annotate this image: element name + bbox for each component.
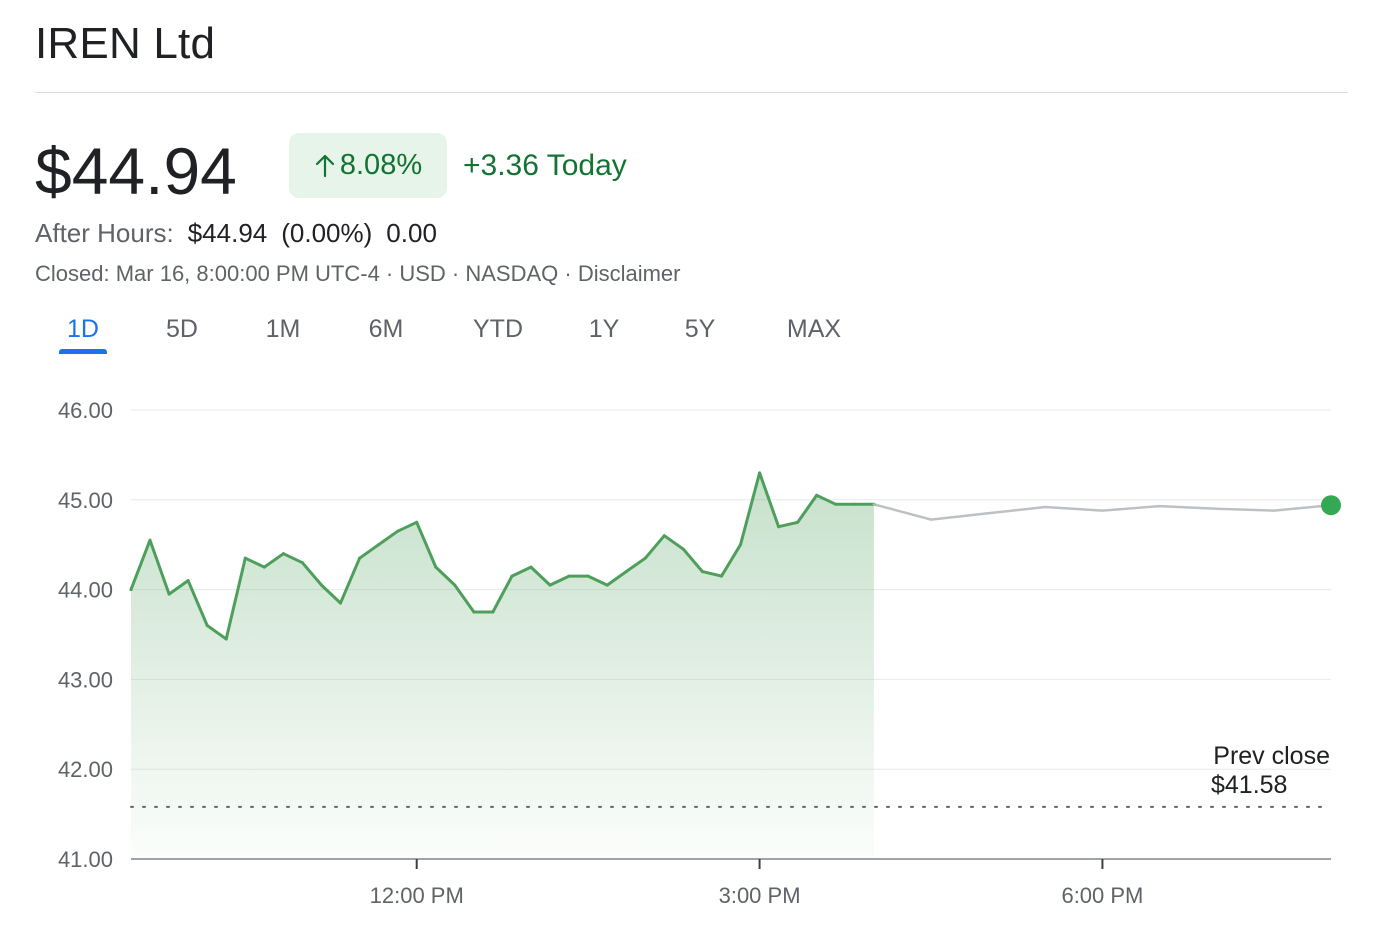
after-hours-data-point bbox=[1215, 507, 1218, 510]
regular-data-point bbox=[529, 565, 533, 569]
regular-data-point bbox=[472, 610, 476, 614]
change-percent-badge: 8.08% bbox=[289, 133, 447, 198]
regular-data-point bbox=[281, 552, 285, 556]
tab-ytd[interactable]: YTD bbox=[473, 315, 523, 343]
regular-data-point bbox=[796, 520, 800, 524]
after-hours-data-point bbox=[929, 518, 933, 521]
regular-data-point bbox=[358, 556, 362, 560]
after-hours-data-point bbox=[1158, 504, 1161, 508]
regular-data-point bbox=[624, 570, 628, 574]
x-tick-label: 3:00 PM bbox=[719, 883, 801, 908]
y-tick-label: 45.00 bbox=[58, 488, 113, 513]
regular-data-point bbox=[719, 574, 723, 578]
tab-max[interactable]: MAX bbox=[786, 315, 842, 343]
regular-data-point bbox=[148, 538, 152, 542]
regular-data-point bbox=[396, 529, 400, 533]
regular-data-point bbox=[167, 592, 171, 596]
regular-data-point bbox=[700, 570, 704, 574]
change-percent-value: 8.08% bbox=[339, 149, 423, 181]
regular-data-point bbox=[491, 610, 495, 614]
after-hours-row: After Hours: $44.94 (0.00%) 0.00 bbox=[35, 216, 437, 250]
regular-data-point bbox=[853, 502, 857, 506]
regular-data-point bbox=[643, 556, 647, 560]
after-hours-label: After Hours: bbox=[35, 218, 174, 248]
regular-data-point bbox=[319, 583, 323, 587]
after-hours-data-point bbox=[1101, 509, 1104, 512]
regular-session-area bbox=[131, 472, 874, 859]
regular-data-point bbox=[186, 579, 190, 583]
tab-1m[interactable]: 1M bbox=[265, 315, 301, 343]
regular-data-point bbox=[605, 583, 609, 587]
y-tick-label: 46.00 bbox=[58, 398, 113, 423]
active-tab-indicator bbox=[59, 349, 107, 354]
y-tick-label: 42.00 bbox=[58, 757, 113, 782]
regular-session-line bbox=[129, 471, 876, 641]
x-tick-label: 6:00 PM bbox=[1061, 883, 1143, 908]
tab-5y[interactable]: 5Y bbox=[684, 315, 716, 343]
prev-close-label: Prev close bbox=[1213, 742, 1330, 770]
regular-data-point bbox=[453, 583, 457, 587]
after-hours-price: $44.94 bbox=[187, 218, 268, 248]
regular-data-point bbox=[758, 471, 762, 475]
market-status-meta: Closed: Mar 16, 8:00:00 PM UTC-4 · USD ·… bbox=[35, 261, 681, 286]
y-tick-label: 43.00 bbox=[58, 667, 113, 692]
regular-data-point bbox=[415, 520, 419, 524]
change-today: +3.36 Today bbox=[463, 149, 627, 182]
regular-data-point bbox=[224, 637, 228, 641]
after-hours-data-point bbox=[1272, 509, 1276, 512]
regular-data-point bbox=[662, 534, 666, 538]
tab-1d[interactable]: 1D bbox=[67, 315, 99, 343]
after-hours-change: 0.00 bbox=[386, 218, 437, 248]
regular-data-point bbox=[834, 502, 838, 506]
x-tick-label: 12:00 PM bbox=[370, 883, 464, 908]
regular-data-point bbox=[205, 624, 209, 628]
after-hours-data-point bbox=[986, 512, 990, 515]
y-tick-label: 44.00 bbox=[58, 578, 113, 603]
current-price: $44.94 bbox=[35, 134, 237, 208]
regular-data-point bbox=[567, 574, 571, 578]
regular-data-point bbox=[339, 601, 343, 605]
after-hours-percent: (0.00%) bbox=[281, 218, 373, 248]
regular-data-point bbox=[510, 574, 514, 578]
tab-1y[interactable]: 1Y bbox=[588, 315, 620, 343]
regular-data-point bbox=[129, 588, 133, 592]
prev-close-value: $41.58 bbox=[1211, 771, 1287, 799]
stock-title: IREN Ltd bbox=[35, 19, 216, 68]
arrow-up-icon bbox=[315, 154, 334, 177]
regular-data-point bbox=[739, 543, 743, 547]
after-hours-line bbox=[873, 503, 1332, 521]
regular-data-point bbox=[586, 574, 590, 578]
regular-data-point bbox=[548, 583, 552, 587]
regular-data-point bbox=[377, 543, 381, 547]
regular-data-point bbox=[243, 556, 247, 560]
after-hours-data-point bbox=[872, 503, 876, 506]
regular-data-point bbox=[681, 547, 685, 551]
price-chart[interactable]: 41.00 42.00 43.00 44.00 45.00 46.00 12:00 PM 3:… bbox=[0, 370, 1376, 920]
regular-data-point bbox=[300, 561, 304, 565]
regular-data-point bbox=[434, 565, 438, 569]
tab-6m[interactable]: 6M bbox=[368, 315, 404, 343]
header-divider bbox=[35, 92, 1348, 93]
y-tick-label: 41.00 bbox=[58, 847, 113, 872]
regular-data-point bbox=[777, 525, 781, 529]
after-hours-data-point bbox=[1044, 505, 1047, 509]
current-price-marker[interactable] bbox=[1321, 495, 1341, 516]
tab-5d[interactable]: 5D bbox=[166, 315, 198, 343]
regular-data-point bbox=[262, 565, 266, 569]
regular-data-point bbox=[815, 493, 819, 497]
